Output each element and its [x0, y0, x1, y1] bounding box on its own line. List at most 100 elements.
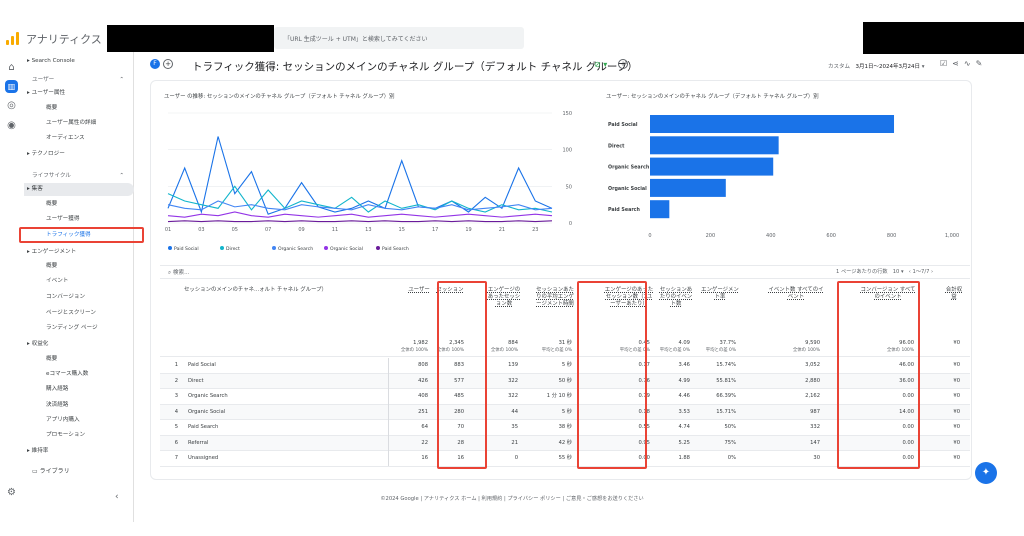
table-row[interactable]: 4 Organic Social 251 280 44 5 秒 0.18 3.53 15.71%…	[160, 404, 970, 420]
add-comparison-icon[interactable]: +	[163, 59, 173, 69]
column-header[interactable]: セッションあたりのイベント数	[659, 287, 693, 307]
table-row[interactable]: 1 Paid Social 808 883 139 5 秒 0.17 3.46 15.74% 3,…	[160, 358, 970, 374]
bar[interactable]	[650, 178, 726, 197]
nav-item[interactable]: eコマース購入数	[24, 368, 134, 381]
bar[interactable]	[650, 200, 670, 219]
metric-cell: 0.76	[638, 377, 650, 384]
bar[interactable]	[650, 157, 774, 176]
explore-icon[interactable]: ◎	[7, 100, 16, 111]
metric-cell: 38 秒	[558, 424, 572, 430]
nav-item-label: ページとスクリーン	[46, 310, 96, 316]
x-tick-label: 07	[265, 227, 271, 233]
nav-item[interactable]: ▸ テクノロジー	[24, 148, 134, 161]
nav-item[interactable]: イベント	[24, 275, 134, 288]
nav-item[interactable]: 概要	[24, 198, 134, 211]
column-header[interactable]: エンゲージのあったセッション数（1ユーザーあたり）	[604, 287, 654, 307]
nav-item[interactable]: ▸ エンゲージメント	[24, 246, 134, 259]
total-value: 9,590	[805, 340, 820, 346]
metric-cell: 55.81%	[716, 377, 736, 384]
nav-library[interactable]: ▭ ライブラリ	[32, 468, 70, 475]
column-header[interactable]: コンバージョン すべてのイベント	[860, 287, 916, 300]
table-row[interactable]: 5 Paid Search 64 70 35 38 秒 0.55 4.74 50% 332 0.00…	[160, 420, 970, 436]
nav-item[interactable]: ▸ 集客	[24, 183, 134, 196]
bar-chart-title: ユーザー: セッションのメインのチャネル グループ（デフォルト チャネル グルー…	[606, 94, 819, 100]
insights-icon[interactable]: ∿	[963, 59, 976, 68]
pencil-icon[interactable]: ✎	[975, 59, 988, 68]
series-line-organic-social[interactable]	[167, 211, 553, 218]
nav-item[interactable]: プロモーション	[24, 429, 134, 442]
column-header[interactable]: セッションあたりの平均エンゲージメント時間	[536, 287, 574, 307]
nav-item[interactable]: 概要	[24, 353, 134, 366]
metric-cell: 5 秒	[561, 362, 572, 368]
nav-item[interactable]: 購入経路	[24, 383, 134, 396]
table-row[interactable]: 7 Unassigned 16 16 0 55 秒 0.00 1.88 0% 30 0.00 ¥0	[160, 451, 970, 467]
legend-label[interactable]: Paid Social	[174, 246, 199, 252]
nav-item[interactable]: オーディエンス	[24, 132, 134, 145]
metric-cell: 55 秒	[558, 455, 572, 461]
collapse-nav-icon[interactable]: ‹	[115, 492, 119, 502]
table-row[interactable]: 3 Organic Search 408 485 322 1 分 10 秒 0.79 4.46…	[160, 389, 970, 405]
column-header[interactable]: ユーザー	[408, 287, 430, 293]
collapse-icon[interactable]: ⌃	[119, 173, 124, 179]
collapse-icon[interactable]: ⌃	[119, 77, 124, 83]
edit-report-icon[interactable]: ☑	[940, 59, 953, 68]
nav-item[interactable]: ランディング ページ	[24, 322, 134, 335]
check-status-icon[interactable]: ⊘ ▾	[594, 60, 608, 69]
nav-item[interactable]: ▸ 収益化	[24, 338, 134, 351]
advertising-icon[interactable]: ◉	[7, 120, 16, 131]
nav-item[interactable]: ユーザー獲得	[24, 213, 134, 226]
home-icon[interactable]: ⌂	[8, 62, 15, 73]
table-toolbar	[160, 265, 970, 279]
nav-item[interactable]: コンバージョン	[24, 291, 134, 304]
series-line-organic-search[interactable]	[167, 200, 553, 211]
table-search[interactable]: ⌕ 検索...	[168, 270, 190, 276]
share-icon[interactable]: ⋖	[952, 59, 964, 68]
metric-cell: 987	[810, 408, 820, 415]
search-input[interactable]: 「URL 生成ツール + UTM」と検索してみてください	[274, 27, 524, 49]
column-header[interactable]: エンゲージのあったセッション数	[487, 287, 521, 307]
add-icon[interactable]: +	[618, 59, 628, 69]
date-range-picker[interactable]: カスタム 3月1日～2024年3月24日 ▾	[828, 64, 925, 70]
bar[interactable]	[650, 115, 895, 133]
legend-label[interactable]: Paid Search	[382, 246, 409, 252]
nav-item[interactable]: ▸ 維持率	[24, 445, 134, 458]
bar[interactable]	[650, 136, 779, 155]
column-header[interactable]: イベント数 すべてのイベント	[768, 287, 824, 300]
insights-fab-icon[interactable]: ✦	[975, 462, 997, 484]
reports-icon[interactable]: ▥	[5, 80, 18, 93]
nav-item[interactable]: 決済経路	[24, 399, 134, 412]
nav-item[interactable]: ページとスクリーン	[24, 307, 134, 320]
nav-item[interactable]: ユーザー属性の詳細	[24, 117, 134, 130]
series-line-paid-social[interactable]	[167, 136, 553, 215]
nav-item[interactable]: ユーザー ⌃	[24, 74, 134, 87]
table-row[interactable]: 6 Referral 22 28 21 42 秒 0.95 5.25 75% 147 0.00 ¥0	[160, 435, 970, 451]
analytics-logo-icon[interactable]	[6, 32, 20, 45]
series-line-paid-search[interactable]	[167, 220, 553, 223]
nav-item[interactable]: アプリ内購入	[24, 414, 134, 427]
legend-label[interactable]: Direct	[226, 246, 240, 252]
legend-label[interactable]: Organic Search	[278, 246, 313, 252]
column-header[interactable]: セッション	[436, 287, 464, 293]
series-line-direct[interactable]	[167, 185, 553, 213]
nav-item[interactable]: 概要	[24, 260, 134, 273]
legend-swatch	[324, 246, 328, 250]
dimension-header[interactable]: セッションのメインのチャネ...ォルト チャネル グループ）	[184, 287, 327, 293]
x-tick-label: 11	[332, 227, 338, 233]
nav-item[interactable]: 概要	[24, 102, 134, 115]
rows-per-page-select[interactable]: 10	[892, 269, 900, 275]
nav-item-label: 維持率	[31, 448, 49, 454]
metric-cell: 147	[810, 439, 820, 446]
nav-item[interactable]: トラフィック獲得	[24, 229, 134, 242]
nav-item[interactable]: ▸ ユーザー属性	[24, 87, 134, 100]
nav-item[interactable]: ▸ Search Console	[24, 55, 134, 68]
legend-label[interactable]: Organic Social	[330, 246, 363, 252]
bar-category-label: Organic Search	[608, 165, 650, 171]
bar-category-label: Organic Social	[608, 186, 647, 192]
settings-gear-icon[interactable]: ⚙	[7, 487, 16, 498]
total-cell: 37.7% 平均との差 0%	[676, 339, 736, 355]
table-row[interactable]: 2 Direct 426 577 322 50 秒 0.76 4.99 55.81% 2,880 3…	[160, 373, 970, 389]
metric-cell: 0.00	[902, 455, 914, 461]
column-header[interactable]: エンゲージメント率	[701, 287, 739, 300]
column-header[interactable]: 合計収益	[945, 287, 963, 300]
nav-item[interactable]: ライフサイクル ⌃	[24, 170, 134, 183]
